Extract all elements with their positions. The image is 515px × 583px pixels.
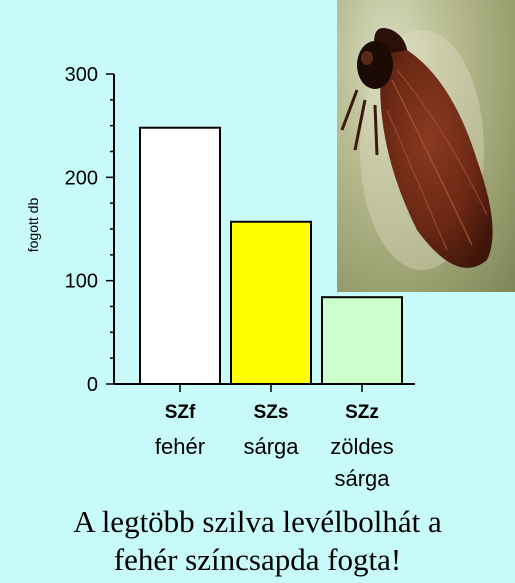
y-tick-label: 0 — [87, 374, 98, 396]
bar-szf — [139, 126, 221, 385]
x-category-sublabel: fehér — [155, 434, 205, 459]
y-tick-label: 300 — [65, 64, 98, 86]
x-tick-label: SZs — [254, 402, 289, 423]
bar-szs — [230, 220, 312, 385]
x-tick-label: SZz — [345, 402, 379, 423]
x-tick-label: SZf — [165, 402, 196, 423]
x-category-sublabel: sárga — [334, 466, 390, 491]
y-tick-label: 200 — [65, 167, 98, 189]
y-axis-label: fogott db — [25, 198, 41, 253]
chart-labels: 0 100 200 300 fogott db SZf fehér SZs sárga SZz zö… — [25, 64, 394, 491]
caption-line-2: fehér színcsapda fogta! — [113, 542, 402, 577]
psyllid-illustration — [340, 28, 493, 270]
chart-bars — [139, 126, 403, 386]
caption-line-1: A legtöbb szilva levélbolhát a — [73, 504, 442, 539]
x-category-sublabel: zöldes — [330, 434, 394, 459]
caption: A legtöbb szilva levélbolhát a fehér szí… — [0, 503, 515, 579]
x-category-sublabel: sárga — [243, 434, 299, 459]
insect-photo — [337, 0, 515, 292]
y-tick-label: 100 — [65, 271, 98, 293]
bar-szz — [321, 296, 403, 386]
bar-chart: 0 100 200 300 fogott db SZf fehér SZs sárga SZz zö… — [25, 64, 415, 491]
